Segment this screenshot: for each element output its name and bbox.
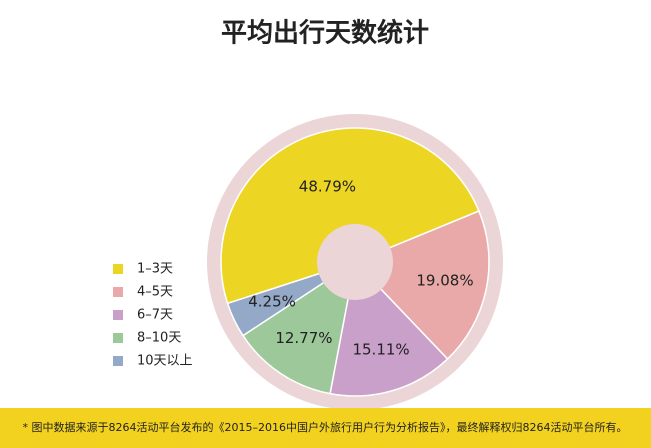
value-label: 15.11% [352,341,409,359]
value-label: 4.25% [248,292,296,310]
value-label: 12.77% [275,329,332,347]
legend-label: 6–7天 [137,308,173,323]
footer-band [0,408,651,448]
legend-swatch [113,333,123,343]
legend-label: 8–10天 [137,331,181,346]
value-label: 48.79% [299,177,356,195]
value-label: 19.08% [416,272,473,290]
donut-hole [317,224,393,300]
pie-slice [353,210,490,360]
pie-slice [241,260,357,395]
footnote: * 图中数据来源于8264活动平台发布的《2015–2016中国户外旅行用户行为… [23,420,628,434]
legend-swatch [113,356,123,366]
legend-label: 4–5天 [137,285,173,300]
legend-label: 1–3天 [137,262,173,277]
legend-swatch [113,264,123,274]
legend-label: 10天以上 [137,354,193,369]
legend-swatch [113,287,123,297]
chart-title: 平均出行天数统计 [221,18,429,49]
legend-swatch [113,310,123,320]
pie-slice [220,127,480,305]
